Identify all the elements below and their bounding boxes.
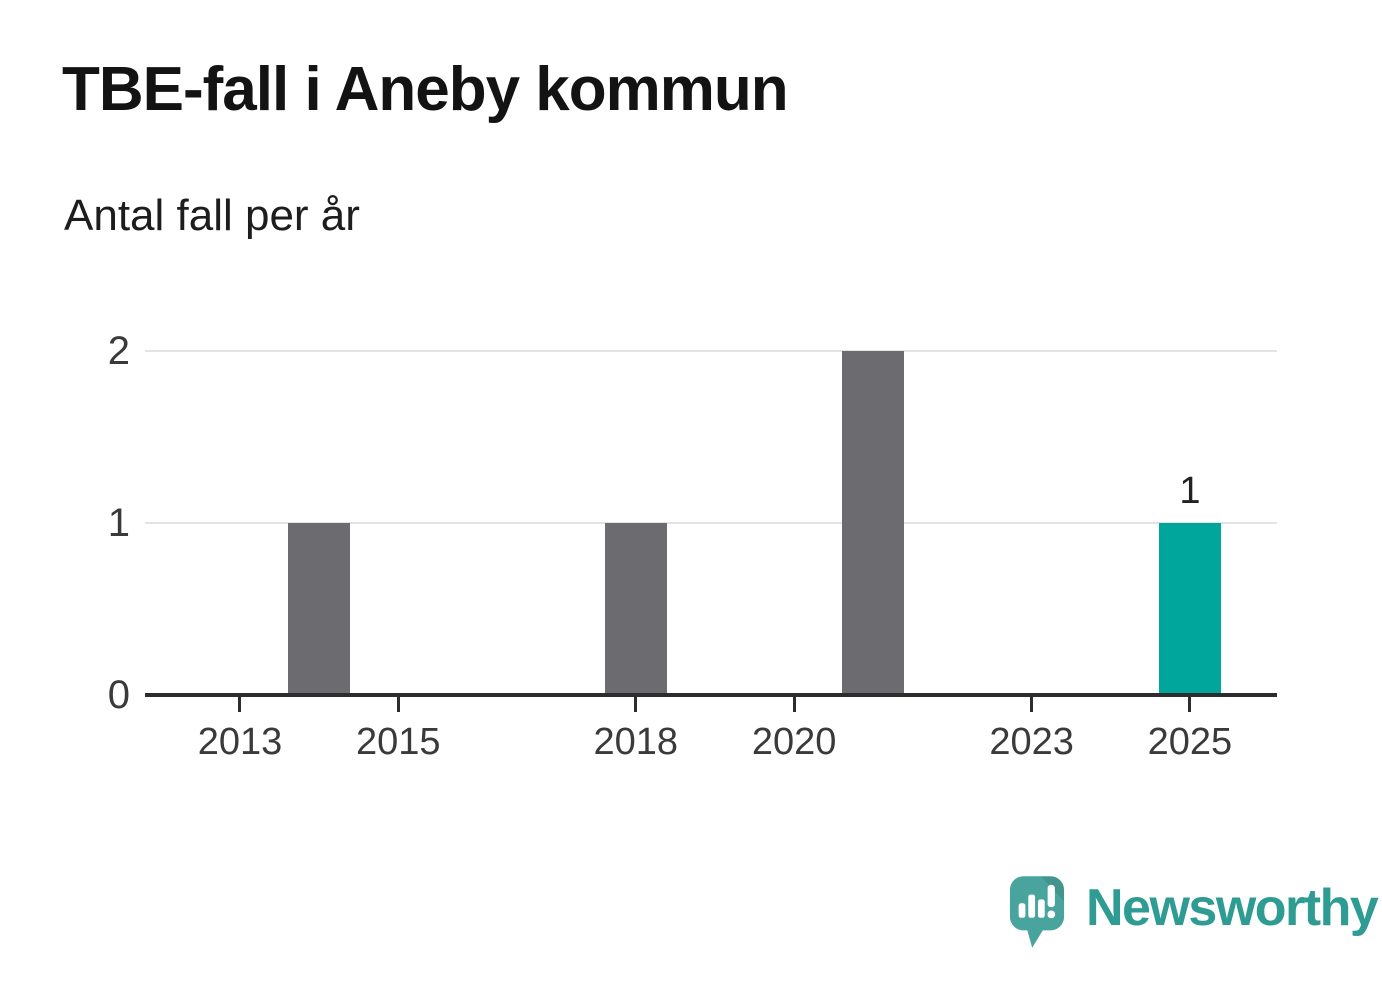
x-axis-tick-mark [634,697,638,712]
logo-bar-1 [1018,903,1026,918]
gridline [145,350,1277,352]
bar-2014 [288,523,351,695]
bar-2018 [604,523,667,695]
x-axis-tick-mark [1188,697,1192,712]
bar-2021 [842,351,905,695]
newsworthy-logo-icon [1009,876,1065,948]
x-axis-tick-label: 2023 [989,721,1074,763]
x-axis-line [145,693,1277,697]
x-axis-tick-mark [238,697,242,712]
logo-exclamation-stem [1047,884,1055,908]
brand-footer: Newsworthy [1008,874,1379,950]
logo-bar-2 [1028,894,1036,918]
x-axis-tick-mark [792,697,796,712]
x-axis-tick-label: 2020 [751,721,837,763]
logo-exclamation-dot [1047,910,1056,919]
bar-2025 [1158,523,1221,695]
x-axis-tick-label: 2025 [1147,721,1233,763]
x-axis-tick-mark [1030,697,1034,712]
gridline [145,522,1277,524]
chart-title: TBE-fall i Aneby kommun [62,55,789,124]
chart-subtitle: Antal fall per år [64,191,360,240]
x-axis-tick-mark [396,697,400,712]
y-axis-tick-label: 1 [107,501,130,545]
brand-name: Newsworthy [1086,879,1379,937]
x-axis-tick-label: 2015 [356,721,441,763]
bar-value-label: 1 [1179,470,1201,512]
y-axis-tick-label: 2 [107,329,130,373]
logo-bar-3 [1037,899,1045,918]
x-axis-tick-label: 2018 [593,721,679,763]
x-axis-tick-label: 2013 [197,721,283,763]
y-axis-tick-label: 0 [107,673,130,717]
